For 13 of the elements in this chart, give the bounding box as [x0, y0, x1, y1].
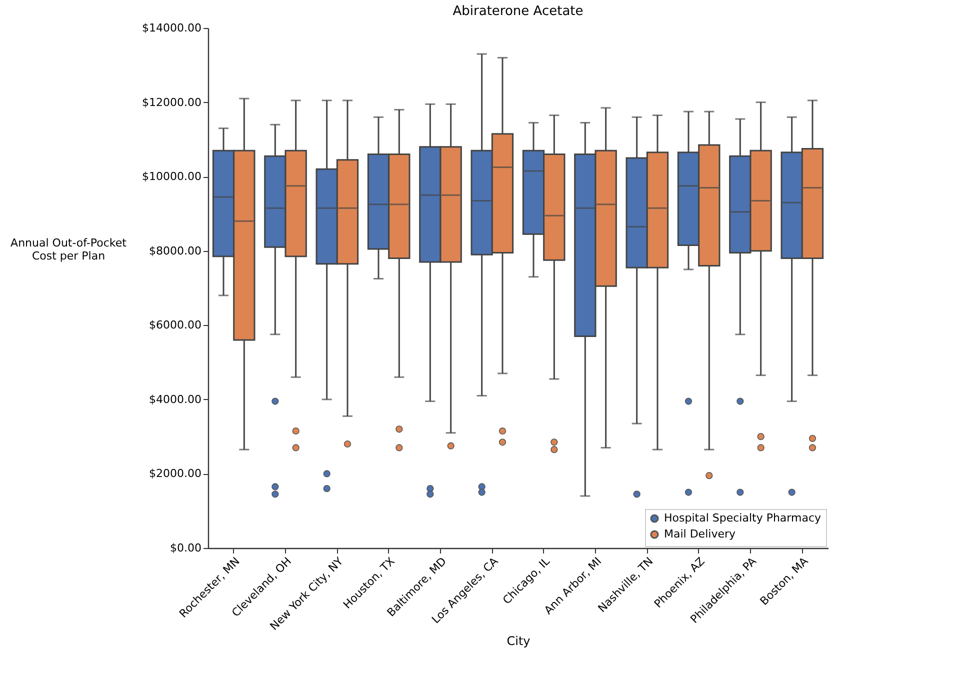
chart-title: Abiraterone Acetate — [452, 4, 584, 19]
y-tick-label: $12000.00 — [142, 96, 202, 109]
y-tick-label: $10000.00 — [142, 170, 202, 184]
y-tick-label: $14000.00 — [142, 22, 202, 34]
y-tick-label: $4000.00 — [149, 392, 202, 406]
y-tick-label: $2000.00 — [149, 467, 202, 480]
legend-label: Mail Delivery — [664, 528, 736, 540]
y-tick-label: $8000.00 — [149, 244, 202, 258]
y-tick-label: $6000.00 — [149, 318, 202, 332]
y-tick-label: $0.00 — [170, 542, 202, 554]
y-axis-title: Annual Out-of-Pocket Cost per Plan — [10, 236, 128, 262]
x-axis-title: City — [506, 634, 530, 648]
legend-label: Hospital Specialty Pharmacy — [664, 512, 822, 524]
